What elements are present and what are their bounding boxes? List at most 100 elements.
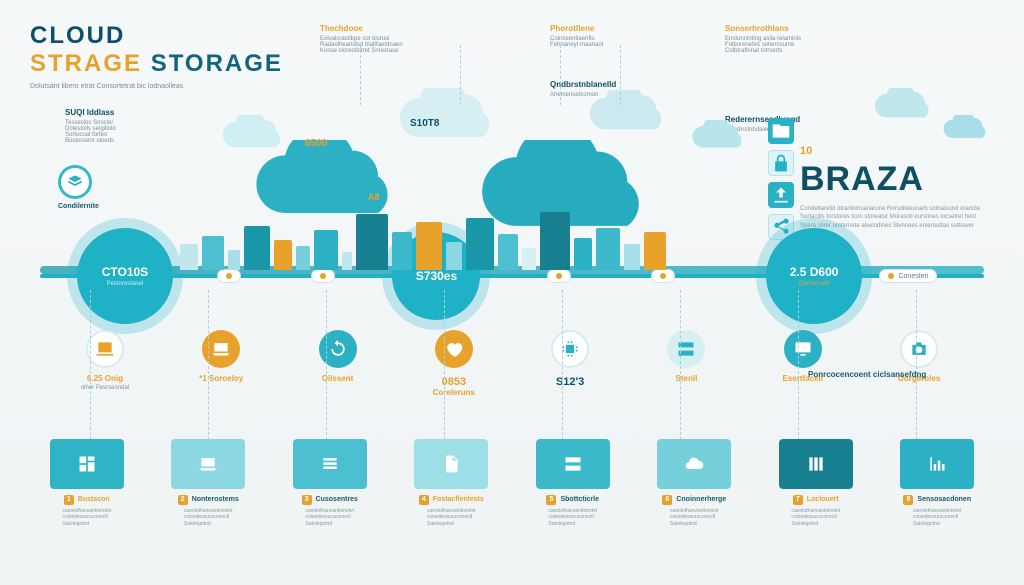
feature-item: Esertfacell <box>758 330 848 397</box>
building <box>466 218 494 270</box>
feature-label: 6.25 Onig <box>87 374 123 383</box>
timeline-marker <box>217 269 241 283</box>
cloud-icon <box>870 88 940 124</box>
upload-icon <box>768 182 794 208</box>
timeline-node-label: CTO10S <box>102 265 148 279</box>
sync-icon <box>319 330 357 368</box>
feature-row: 6.25 Onig olher Pesrseondal *1 Soroeloy … <box>60 330 964 397</box>
monitor-icon <box>784 330 822 368</box>
card-number: 7 <box>793 495 803 505</box>
info-card: 5 Sbottcticrle caeolothanvantionotvtcols… <box>516 439 630 528</box>
timeline-marker: Conesten <box>879 269 937 283</box>
building <box>180 244 198 270</box>
stack-icon <box>58 165 92 199</box>
top-section: Phorotflene CoinosentlaenfloFehnaneyt ma… <box>550 24 603 48</box>
card-label: Loclouert <box>807 496 839 503</box>
building <box>342 252 352 270</box>
timeline-node-sub: Pestorestanel <box>107 281 144 287</box>
timeline-node-label: S730es <box>416 269 457 283</box>
card-label: Cusosentres <box>316 496 358 503</box>
card-body: caeolothanvantionotvtcolsedessuruconectl… <box>184 508 233 528</box>
connector-line <box>916 290 917 440</box>
books-icon <box>779 439 853 489</box>
building <box>228 250 240 270</box>
title-word-b: STORAGE <box>151 50 283 77</box>
left-callout-label: Condilernite <box>58 203 99 210</box>
timeline-marker-label: Conesten <box>898 273 928 280</box>
feature-label: Coreleruns <box>433 388 475 397</box>
connector-line <box>620 45 621 105</box>
page-icon <box>414 439 488 489</box>
card-body: caeolothanvantionotvtcolsedessuruconectl… <box>670 508 719 528</box>
top-section-title: Sonserhrothlans <box>725 24 801 33</box>
top-section-body: CoinosentlaenfloFehnaneyt maanaot <box>550 36 603 48</box>
brand-number: 10 <box>800 145 990 157</box>
chip-icon <box>551 330 589 368</box>
info-card: 4 Fostacflenlests caeolothanvantionotvtc… <box>395 439 509 528</box>
building <box>446 242 462 270</box>
title-line-1: CLOUD <box>30 22 283 50</box>
building <box>296 246 310 270</box>
cloud-icon <box>585 90 675 138</box>
dot-icon <box>660 273 666 279</box>
building <box>274 240 292 270</box>
title-word-a: STRAGE <box>30 50 142 77</box>
connector-line <box>444 290 445 440</box>
connector-line <box>798 290 799 440</box>
building <box>416 222 442 270</box>
timeline-marker <box>547 269 571 283</box>
title-subtitle: Dolutsant libero etrat Consortetrat bic … <box>30 82 283 92</box>
connector-line <box>562 290 563 440</box>
brand-name: BRAZA <box>800 160 990 199</box>
cloud-icon <box>690 120 750 154</box>
title-line-2: STRAGE STORAGE <box>30 50 283 78</box>
building <box>244 226 270 270</box>
building <box>202 236 224 270</box>
lead-metric: Ponrcocencoent ciclsansefdng <box>808 370 926 379</box>
top-section-body: Tesseslos SnoclerDolestolls seigilloldSo… <box>65 120 116 144</box>
main-title: CLOUD STRAGE STORAGE Dolutsant libero et… <box>30 22 283 92</box>
server-icon <box>536 439 610 489</box>
dot-icon <box>320 273 326 279</box>
left-callout: Condilernite <box>58 165 99 210</box>
feature-item: Oilssent <box>293 330 383 397</box>
connector-line <box>208 290 209 440</box>
card-label: Fostacflenlests <box>433 496 484 503</box>
top-section-title: Phorotflene <box>550 24 603 33</box>
laptop-icon <box>171 439 245 489</box>
feature-item: S12'3 <box>525 330 615 397</box>
card-label: Cnoinnerherge <box>676 496 726 503</box>
card-number: 8 <box>903 495 913 505</box>
timeline-marker <box>651 269 675 283</box>
building <box>356 214 388 270</box>
building <box>596 228 620 270</box>
card-body: caeolothanvantionotvtcolsedessuruconectl… <box>913 508 962 528</box>
connector-line <box>90 290 91 440</box>
building <box>624 244 640 270</box>
info-card: 2 Nonterostems caeolothanvantionotvtcols… <box>152 439 266 528</box>
cloud-icon <box>657 439 731 489</box>
top-section-title: Thechdooe <box>320 24 403 33</box>
building <box>314 230 338 270</box>
folder-icon <box>768 118 794 144</box>
connector-line <box>326 290 327 440</box>
server-icon <box>667 330 705 368</box>
top-section: SUQI Iddlass Tesseslos SnoclerDolestolls… <box>65 108 116 144</box>
cloud-icon <box>220 115 290 155</box>
connector-line <box>460 45 461 105</box>
info-card: 3 Cusosentres caeolothanvantionotvtcolse… <box>273 439 387 528</box>
info-card: 1 Bustscon caeolothanvantionotvtcolsedes… <box>30 439 144 528</box>
top-section-title: SUQI Iddlass <box>65 108 116 117</box>
chart-icon <box>900 439 974 489</box>
timeline-node-sub: Oonsercath <box>799 281 830 287</box>
timeline-marker <box>311 269 335 283</box>
timeline: CTO10S Pestorestanel S730es 2.5 D600 Oon… <box>40 272 984 280</box>
building <box>644 232 666 270</box>
dashboard-icon <box>50 439 124 489</box>
card-number: 1 <box>64 495 74 505</box>
feature-label: Stenll <box>676 374 698 383</box>
feature-item: Oorgeroles <box>874 330 964 397</box>
city-skyline <box>180 208 800 270</box>
building <box>522 248 536 270</box>
connector-line <box>560 45 561 105</box>
